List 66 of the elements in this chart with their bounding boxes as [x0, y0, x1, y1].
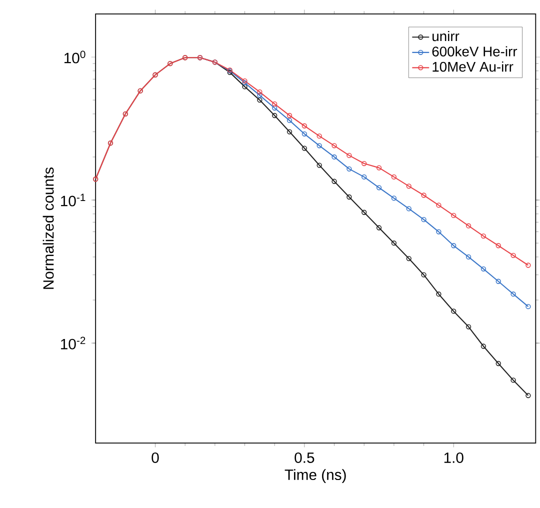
point: [257, 92, 262, 98]
point: [510, 252, 516, 258]
legend-label: 10MeV Au-irr: [432, 62, 514, 72]
legend-label: 600keV He-irr: [432, 46, 518, 57]
point: [376, 165, 382, 170]
point: [436, 202, 442, 208]
point: [466, 223, 472, 229]
point: [376, 225, 382, 230]
y-axis-title: Normalized counts: [42, 168, 54, 290]
point: [362, 161, 367, 166]
point: [242, 84, 248, 90]
point: [480, 344, 486, 349]
x-tick-label: 0.5: [294, 452, 314, 464]
point: [451, 213, 456, 218]
point: [302, 146, 308, 151]
point: [480, 234, 486, 239]
point: [510, 378, 516, 383]
point: [346, 166, 352, 172]
point: [272, 113, 278, 118]
x-axis-title: Time (ns): [284, 469, 346, 484]
point: [346, 194, 352, 200]
point: [272, 106, 278, 111]
point: [391, 196, 397, 201]
point: [332, 154, 337, 160]
point: [436, 292, 442, 297]
point: [302, 131, 308, 137]
point: [302, 123, 308, 129]
point: [451, 243, 456, 248]
y-tick-label: 10$^{-2}$: [61, 336, 86, 350]
point: [332, 178, 337, 184]
point: [362, 174, 367, 180]
point: [496, 278, 501, 284]
x-tick-label: 1.0: [444, 452, 464, 464]
point: [286, 129, 292, 134]
point: [362, 210, 367, 216]
legend-label: unirr: [432, 31, 460, 42]
point: [257, 89, 262, 95]
point: [316, 134, 322, 139]
y-tick-label: 10$^{0}$: [64, 50, 86, 64]
point: [316, 162, 322, 168]
point: [466, 254, 472, 260]
point: [421, 272, 426, 278]
point: [480, 266, 486, 272]
x-tick-label: 0: [152, 452, 159, 464]
point: [436, 229, 442, 234]
point: [257, 98, 262, 103]
point: [272, 101, 278, 107]
point: [421, 192, 426, 198]
point: [496, 361, 501, 366]
point: [316, 143, 322, 148]
point: [406, 206, 412, 212]
point: [421, 217, 426, 222]
point: [286, 113, 292, 118]
point: [406, 184, 412, 189]
point: [496, 243, 501, 248]
point: [391, 174, 397, 180]
point: [510, 292, 516, 297]
point: [466, 324, 472, 330]
point: [451, 308, 456, 314]
point: [286, 118, 292, 124]
point: [391, 240, 397, 246]
point: [332, 143, 337, 148]
point: [346, 152, 352, 158]
point: [406, 256, 412, 262]
point: [376, 185, 382, 190]
y-tick-label: 10$^{-1}$: [61, 194, 86, 206]
